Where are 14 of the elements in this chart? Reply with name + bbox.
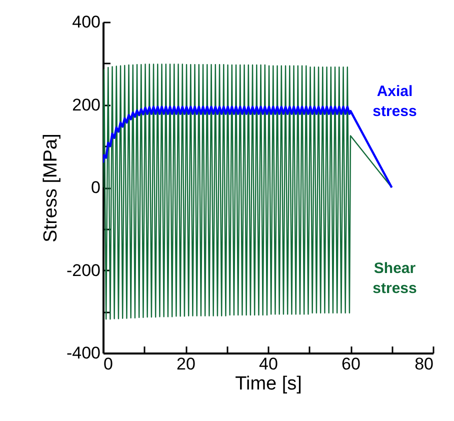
x-tick-label: 60 (342, 354, 360, 374)
x-tick-label: 80 (414, 354, 434, 374)
series-label: Shear stress (372, 260, 417, 298)
x-axis-title: Time [s] (235, 374, 302, 394)
x-tick-label: 40 (259, 354, 278, 374)
y-tick-label: -400 (66, 344, 100, 362)
x-tick-label: 0 (104, 354, 113, 374)
y-tick-label: 400 (72, 12, 100, 32)
x-tick-label: 20 (176, 354, 196, 374)
y-tick-label: -200 (66, 260, 100, 280)
y-tick-label: 200 (72, 95, 100, 114)
y-axis-title: Stress [MPa] (40, 134, 62, 242)
y-tick-label: 0 (91, 178, 100, 197)
series-label: Axial stress (372, 82, 417, 120)
